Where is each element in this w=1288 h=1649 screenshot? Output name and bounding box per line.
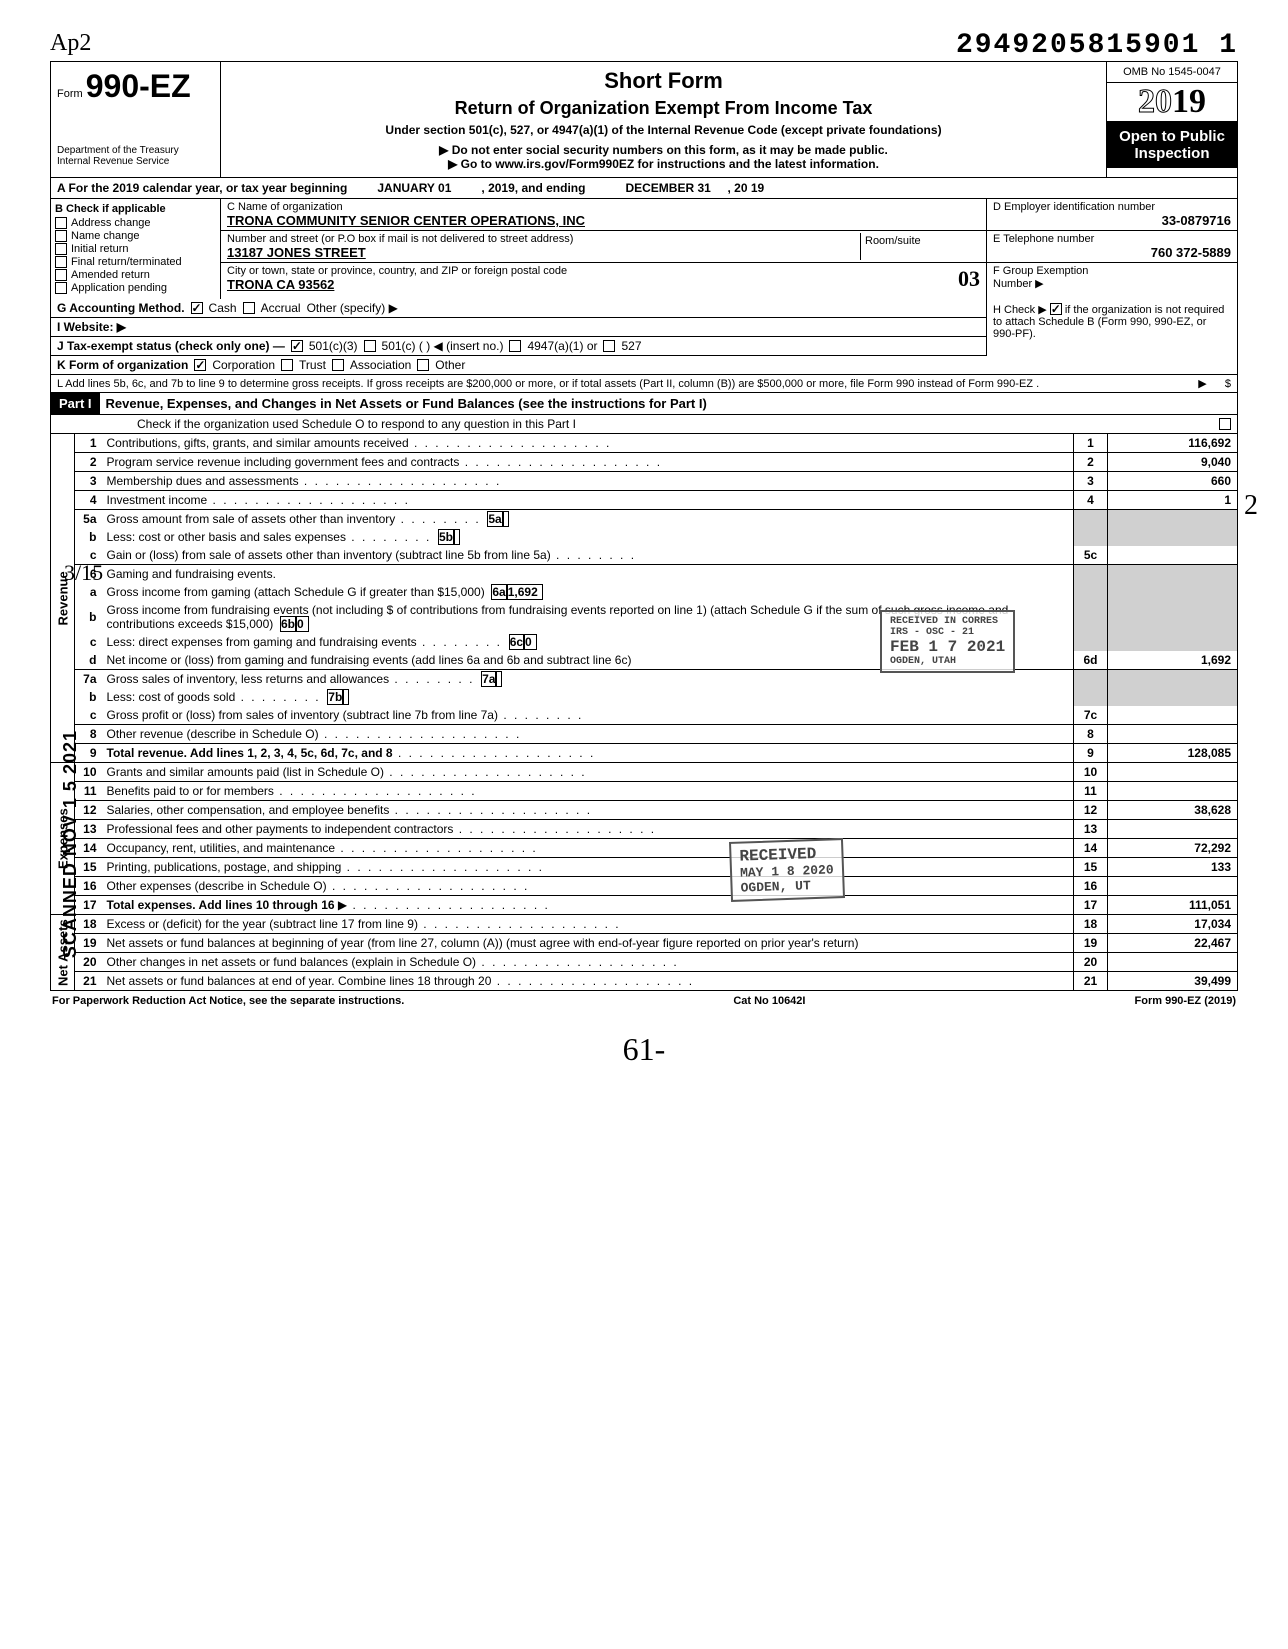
chk-h[interactable]: [1050, 303, 1062, 315]
chk-527[interactable]: [603, 340, 615, 352]
footer: For Paperwork Reduction Act Notice, see …: [50, 991, 1238, 1011]
footer-mid: Cat No 10642I: [733, 995, 805, 1007]
revenue-label: Revenue: [51, 434, 75, 763]
chk-501c[interactable]: [364, 340, 376, 352]
section-c: C Name of organization TRONA COMMUNITY S…: [221, 199, 987, 299]
note-ssn: ▶ Do not enter social security numbers o…: [227, 143, 1100, 157]
j-label: J Tax-exempt status (check only one) —: [57, 339, 285, 353]
handwritten-03: 03: [958, 266, 980, 292]
chk-final[interactable]: [55, 256, 67, 268]
h-block: H Check ▶ if the organization is not req…: [987, 299, 1237, 356]
chk-assoc[interactable]: [332, 359, 344, 371]
chk-address[interactable]: [55, 217, 67, 229]
part1-check-line: Check if the organization used Schedule …: [57, 417, 1213, 431]
chk-amended[interactable]: [55, 269, 67, 281]
k-label: K Form of organization: [57, 358, 188, 372]
org-name: TRONA COMMUNITY SENIOR CENTER OPERATIONS…: [227, 213, 980, 228]
chk-other[interactable]: [417, 359, 429, 371]
chk-accrual[interactable]: [243, 302, 255, 314]
form-title-block: Short Form Return of Organization Exempt…: [221, 62, 1107, 177]
corres-stamp: RECEIVED IN CORRES IRS - OSC - 21 FEB 1 …: [880, 610, 1015, 673]
e-label: E Telephone number: [993, 233, 1231, 245]
tax-year: 20201919: [1107, 83, 1237, 122]
open-public: Open to Public: [1109, 128, 1235, 145]
dept-treasury: Department of the Treasury: [57, 145, 214, 156]
expenses-label: Expenses: [51, 763, 75, 915]
chk-name[interactable]: [55, 230, 67, 242]
footer-left: For Paperwork Reduction Act Notice, see …: [52, 995, 404, 1007]
footer-right: Form 990-EZ (2019): [1135, 995, 1236, 1007]
chk-pending[interactable]: [55, 282, 67, 294]
omb-number: OMB No 1545-0047: [1107, 62, 1237, 83]
bottom-handwritten: 61-: [50, 1031, 1238, 1068]
form-number: 990-EZ: [86, 68, 191, 104]
chk-schedule-o[interactable]: [1219, 418, 1231, 430]
form-prefix: Form: [57, 88, 83, 100]
lines-table: Revenue 1Contributions, gifts, grants, a…: [50, 434, 1238, 991]
chk-corp[interactable]: [194, 359, 206, 371]
street: 13187 JONES STREET: [227, 245, 860, 260]
part1-label: Part I: [51, 393, 100, 414]
netassets-label: Net Assets: [51, 915, 75, 991]
title-return: Return of Organization Exempt From Incom…: [227, 98, 1100, 119]
header-right-block: OMB No 1545-0047 20201919 Open to Public…: [1107, 62, 1237, 177]
chk-501c3[interactable]: [291, 340, 303, 352]
irs-label: Internal Revenue Service: [57, 156, 214, 167]
barcode-number: 2949205815901 1: [956, 30, 1238, 61]
section-b: B Check if applicable Address change Nam…: [51, 199, 221, 299]
addr-label: Number and street (or P.O box if mail is…: [227, 233, 860, 245]
received-stamp: RECEIVED MAY 1 8 2020 OGDEN, UT: [729, 838, 845, 902]
handwritten-2: 2: [1244, 490, 1258, 522]
row-a: A For the 2019 calendar year, or tax yea…: [50, 178, 1238, 199]
title-short-form: Short Form: [227, 68, 1100, 94]
city-label: City or town, state or province, country…: [227, 265, 567, 277]
b-header: B Check if applicable: [55, 203, 216, 215]
chk-trust[interactable]: [281, 359, 293, 371]
section-def: D Employer identification number 33-0879…: [987, 199, 1237, 299]
ein: 33-0879716: [993, 213, 1231, 228]
handwritten-top-left: Ap2: [50, 30, 91, 57]
c-label: C Name of organization: [227, 201, 980, 213]
chk-initial[interactable]: [55, 243, 67, 255]
part1-title: Revenue, Expenses, and Changes in Net As…: [100, 393, 1237, 414]
inspection: Inspection: [1109, 145, 1235, 162]
note-url: ▶ Go to www.irs.gov/Form990EZ for instru…: [227, 157, 1100, 171]
i-label: I Website: ▶: [57, 320, 126, 334]
g-label: G Accounting Method.: [57, 301, 185, 315]
f-label: F Group Exemption: [993, 265, 1231, 277]
chk-4947[interactable]: [509, 340, 521, 352]
phone: 760 372-5889: [993, 245, 1231, 260]
f-label2: Number ▶: [993, 277, 1231, 290]
room-label: Room/suite: [860, 233, 980, 260]
city: TRONA CA 93562: [227, 277, 567, 292]
l-text: L Add lines 5b, 6c, and 7b to line 9 to …: [57, 378, 1039, 390]
d-label: D Employer identification number: [993, 201, 1231, 213]
chk-cash[interactable]: [191, 302, 203, 314]
subtitle: Under section 501(c), 527, or 4947(a)(1)…: [227, 123, 1100, 137]
form-id-block: Form 990-EZ Department of the Treasury I…: [51, 62, 221, 177]
